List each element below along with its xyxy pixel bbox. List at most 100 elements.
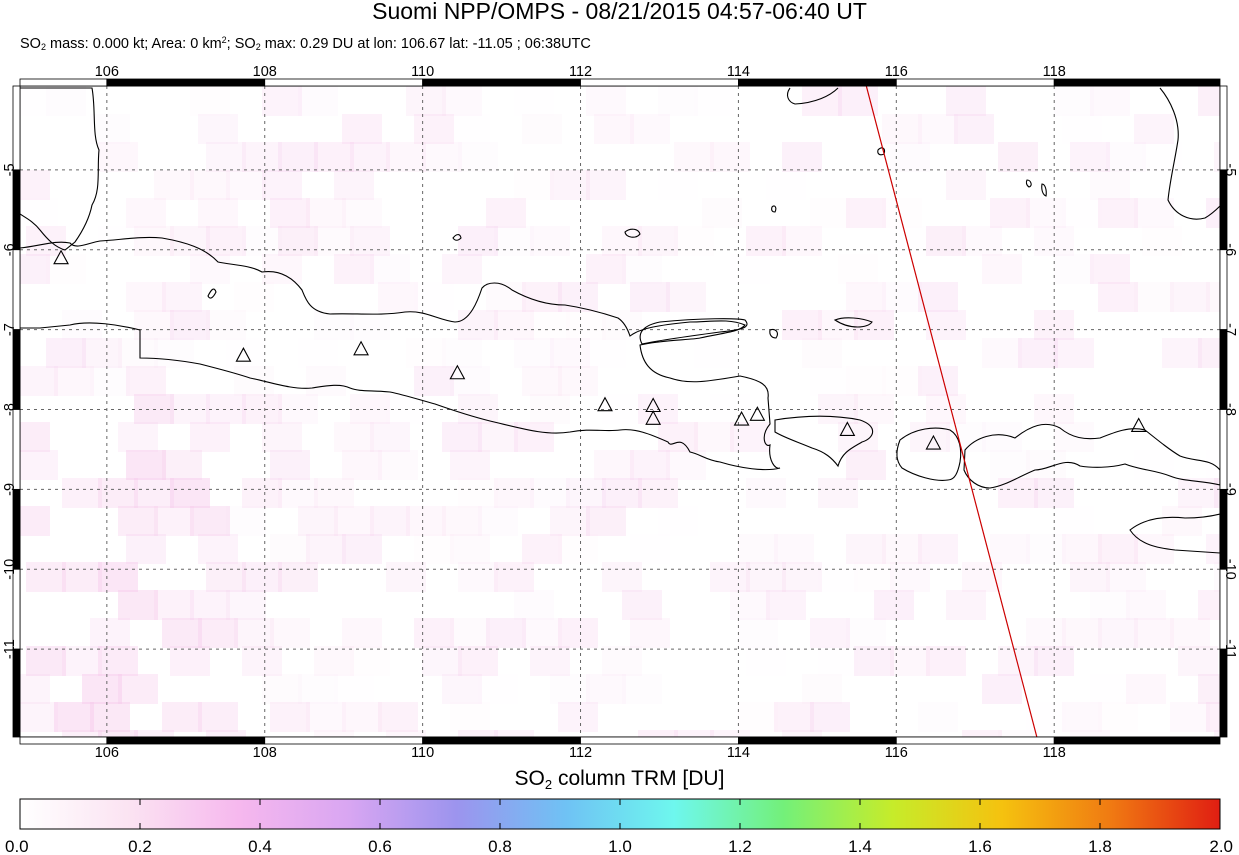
colorbar-tick-label: 0.0 <box>5 837 29 855</box>
so2-pixel <box>730 422 770 452</box>
so2-pixel <box>422 646 462 676</box>
so2-pixel <box>1090 86 1130 116</box>
so2-pixel <box>134 310 174 340</box>
so2-pixel <box>242 226 282 256</box>
coast-karimunjawa <box>452 234 462 241</box>
so2-pixel <box>98 730 138 737</box>
so2-pixel <box>838 86 878 116</box>
so2-pixel <box>350 226 390 256</box>
so2-pixel <box>594 450 634 480</box>
frame-bar-top <box>895 78 1055 87</box>
lat-tick-label-right: -7 <box>1222 323 1238 336</box>
lon-tick-label-bottom: 118 <box>1043 745 1066 761</box>
so2-pixel <box>946 86 986 116</box>
so2-pixel <box>190 422 230 452</box>
so2-pixel <box>478 506 518 536</box>
lon-tick-label-top: 112 <box>569 64 592 80</box>
so2-pixel <box>1026 618 1066 648</box>
so2-pixel <box>242 478 282 508</box>
so2-pixel <box>1142 142 1182 172</box>
so2-pixel <box>1126 674 1166 704</box>
so2-pixel <box>990 198 1030 228</box>
so2-pixel <box>378 282 418 312</box>
so2-pixel <box>630 114 670 144</box>
so2-pixel <box>1198 590 1220 620</box>
so2-pixel <box>602 646 642 676</box>
colorbar-gradient <box>19 798 1221 830</box>
colorbar-tick-label: 1.4 <box>848 837 872 855</box>
so2-pixel <box>694 422 734 452</box>
frame-bar-bottom <box>1053 736 1221 745</box>
so2-pixel <box>846 282 886 312</box>
so2-pixel <box>810 366 850 396</box>
lon-tick-label-bottom: 112 <box>569 745 592 761</box>
so2-pixel <box>20 506 50 536</box>
so2-pixel <box>386 730 426 737</box>
coast-islet-4 <box>769 328 778 339</box>
so2-pixel <box>846 450 886 480</box>
so2-pixel <box>126 450 166 480</box>
so2-pixel <box>658 506 698 536</box>
so2-pixel <box>838 254 878 284</box>
so2-pixel <box>854 562 894 592</box>
so2-pixel <box>730 590 770 620</box>
so2-pixel <box>998 646 1038 676</box>
colorbar-tick-label: 0.4 <box>248 837 272 855</box>
so2-pixel <box>1214 142 1220 172</box>
lon-tick-label-bottom: 116 <box>885 745 908 761</box>
frame-bar-top <box>106 78 266 87</box>
volcano-marker <box>925 434 942 450</box>
so2-pixel <box>1134 618 1174 648</box>
volcano-marker <box>733 410 750 426</box>
coast-sumba <box>1129 513 1220 554</box>
so2-pixel <box>334 422 374 452</box>
so2-pixel <box>118 338 158 368</box>
so2-pixel <box>1214 478 1220 508</box>
so2-pixel <box>226 590 266 620</box>
so2-pixel <box>710 730 750 737</box>
so2-pixel <box>414 114 454 144</box>
so2-pixel <box>622 590 662 620</box>
so2-pixel <box>602 226 642 256</box>
so2-pixel <box>350 142 390 172</box>
so2-pixel <box>1062 114 1102 144</box>
so2-pixel <box>1162 338 1202 368</box>
so2-pixel <box>1206 534 1220 564</box>
so2-pixel <box>630 450 670 480</box>
so2-pixel <box>1070 142 1110 172</box>
lat-tick-label-left: -9 <box>2 483 18 496</box>
so2-pixel <box>1090 170 1130 200</box>
colorbar-tick-label: 0.8 <box>488 837 512 855</box>
so2-pixel <box>630 534 670 564</box>
colorbar-tick-label: 1.6 <box>968 837 992 855</box>
so2-pixel <box>334 674 374 704</box>
so2-pixel <box>550 506 590 536</box>
so2-pixel <box>658 86 698 116</box>
so2-pixel <box>334 254 374 284</box>
so2-pixel <box>522 366 562 396</box>
lon-tick-label-bottom: 114 <box>727 745 750 761</box>
so2-pixel <box>566 310 606 340</box>
frame-bar-left <box>12 249 21 331</box>
so2-pixel <box>62 478 102 508</box>
so2-pixel <box>342 114 382 144</box>
colorbar-tick-label: 0.6 <box>368 837 392 855</box>
so2-pixel <box>602 562 642 592</box>
so2-pixel <box>910 422 950 452</box>
frame-bar-bottom <box>19 736 108 745</box>
lat-tick-label-right: -6 <box>1222 243 1238 256</box>
so2-pixel <box>1098 618 1138 648</box>
so2-pixel <box>818 310 858 340</box>
so2-pixel <box>134 730 174 737</box>
so2-pixel <box>206 226 246 256</box>
so2-pixel <box>594 114 634 144</box>
so2-pixel <box>442 422 482 452</box>
so2-pixel <box>442 338 482 368</box>
lat-tick-label-right: -9 <box>1222 483 1238 496</box>
coast-kangean <box>833 317 873 328</box>
so2-pixel <box>126 366 166 396</box>
so2-pixel <box>1026 450 1066 480</box>
so2-pixel <box>198 618 238 648</box>
frame-bar-right <box>1219 568 1228 650</box>
so2-pixel <box>918 534 958 564</box>
